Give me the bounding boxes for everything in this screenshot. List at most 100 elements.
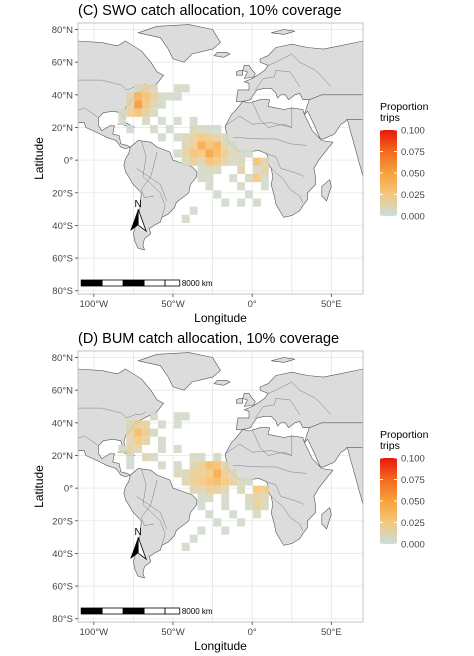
heat-cell (157, 92, 166, 101)
y-tick-label: 20°N (52, 451, 73, 462)
heat-cell (245, 149, 253, 158)
country-border (233, 137, 307, 146)
heat-cell (142, 108, 151, 117)
heat-cell (134, 420, 143, 429)
heat-cell (189, 141, 198, 150)
heat-cell (197, 477, 206, 486)
x-tick-label: 50°E (321, 299, 342, 310)
heat-cell (126, 453, 135, 462)
heat-cell (252, 485, 261, 494)
north-arrow-left (130, 537, 139, 560)
country-border (255, 70, 300, 91)
country-border (271, 168, 303, 203)
heat-cell (126, 108, 135, 117)
heat-cell (189, 453, 198, 462)
heat-cell (252, 174, 261, 183)
heat-cell (189, 125, 198, 134)
heat-cell (126, 436, 135, 445)
y-tick-label: 60°N (52, 386, 73, 397)
landmass (213, 52, 231, 58)
heat-cell (237, 149, 246, 158)
y-tick-label: 40°S (52, 221, 73, 232)
north-arrow-label: N (135, 199, 142, 210)
heat-cell (157, 420, 166, 429)
heat-cell (126, 92, 135, 101)
heat-cell (181, 469, 190, 478)
y-axis-label: Latitude (32, 465, 46, 508)
heat-cell (237, 198, 246, 207)
y-tick-label: 40°N (52, 90, 73, 101)
heat-cell (134, 84, 143, 93)
heat-cell (245, 174, 253, 183)
heat-cell (142, 116, 151, 126)
landmass (236, 70, 243, 76)
heat-cell (252, 502, 261, 511)
legend-tick-label: 0.000 (401, 212, 425, 223)
heat-cell (197, 174, 206, 183)
landmass (137, 352, 221, 391)
y-tick-label: 80°N (52, 25, 73, 36)
country-border (266, 481, 305, 505)
heat-cell (213, 125, 222, 134)
heat-cell (181, 477, 190, 486)
legend-title: Proportion (380, 429, 429, 441)
heat-cell (173, 469, 182, 478)
heat-cell (134, 108, 143, 117)
y-tick-label: 0° (64, 484, 73, 495)
heat-cell (142, 100, 151, 109)
heat-cell (213, 141, 222, 150)
heat-cell (173, 420, 182, 429)
x-axis-label: Longitude (194, 639, 247, 653)
heat-cell (252, 493, 261, 503)
landmass (321, 507, 332, 530)
heat-cell (126, 428, 135, 437)
heat-cell (142, 428, 151, 437)
landmass (321, 179, 332, 202)
heat-cell (229, 477, 238, 486)
heat-cell (221, 461, 230, 470)
heat-cell (197, 141, 206, 150)
y-tick-label: 60°N (52, 58, 73, 69)
heat-cell (229, 157, 238, 166)
heat-cell (229, 469, 238, 478)
scale-bar-segment (164, 279, 181, 287)
heat-cell (118, 444, 127, 454)
heat-cell (189, 116, 198, 126)
scale-bar (80, 607, 181, 615)
country-border (225, 435, 292, 456)
heat-cell (205, 165, 214, 175)
heat-cell (126, 420, 135, 429)
heat-cell (165, 125, 174, 134)
scale-bar-segment (143, 279, 166, 287)
heat-cell (221, 149, 230, 158)
heat-cell (252, 510, 261, 519)
heat-cell (157, 436, 166, 445)
heat-cell (213, 469, 222, 478)
heat-cell (197, 165, 206, 175)
landmass (224, 99, 334, 218)
y-axis-label: Latitude (32, 137, 46, 180)
heat-cell (221, 485, 230, 494)
heat-cell (157, 461, 166, 470)
heat-cell (134, 436, 143, 445)
heat-cell (221, 157, 230, 166)
heat-cell (181, 157, 190, 166)
legend-tick-label: 0.100 (401, 454, 425, 465)
y-tick-label: 40°S (52, 549, 73, 560)
y-tick-label: 80°S (52, 614, 73, 625)
country-border (267, 53, 332, 87)
heat-cell (213, 485, 222, 494)
heat-cell (213, 518, 222, 527)
heat-cell (229, 510, 238, 519)
heat-cell (221, 493, 230, 503)
legend-tick-label: 0.075 (401, 475, 425, 486)
north-arrow (130, 208, 148, 233)
country-border (267, 381, 332, 415)
heat-cell (142, 84, 151, 93)
heat-cell (126, 125, 135, 134)
heat-cell (221, 526, 230, 535)
legend-tick-label: 0.075 (401, 147, 425, 158)
heat-cell (189, 485, 198, 494)
heat-cell (260, 485, 269, 494)
heat-cell (252, 198, 261, 207)
